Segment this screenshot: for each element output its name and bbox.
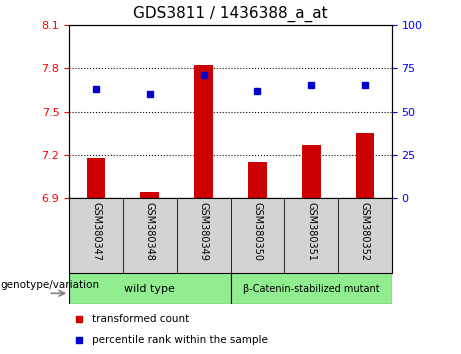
- Bar: [123, 198, 177, 273]
- Text: β-Catenin-stabilized mutant: β-Catenin-stabilized mutant: [243, 284, 379, 293]
- Title: GDS3811 / 1436388_a_at: GDS3811 / 1436388_a_at: [133, 6, 328, 22]
- Text: GSM380349: GSM380349: [199, 202, 209, 261]
- Text: GSM380350: GSM380350: [252, 202, 262, 261]
- Text: GSM380351: GSM380351: [306, 202, 316, 261]
- Text: GSM380352: GSM380352: [360, 202, 370, 261]
- Bar: [87, 158, 106, 198]
- Bar: [338, 198, 392, 273]
- Bar: [69, 198, 123, 273]
- Text: transformed count: transformed count: [92, 314, 189, 324]
- Bar: [194, 65, 213, 198]
- Bar: [177, 198, 230, 273]
- Bar: [141, 193, 159, 198]
- Text: GSM380347: GSM380347: [91, 202, 101, 261]
- Bar: [302, 145, 320, 198]
- Bar: [230, 273, 392, 304]
- Bar: [355, 133, 374, 198]
- Text: percentile rank within the sample: percentile rank within the sample: [92, 335, 268, 345]
- Text: wild type: wild type: [124, 284, 175, 293]
- Bar: [69, 273, 230, 304]
- Bar: [284, 198, 338, 273]
- Text: genotype/variation: genotype/variation: [0, 280, 99, 290]
- Bar: [230, 198, 284, 273]
- Bar: [248, 162, 267, 198]
- Text: GSM380348: GSM380348: [145, 202, 155, 261]
